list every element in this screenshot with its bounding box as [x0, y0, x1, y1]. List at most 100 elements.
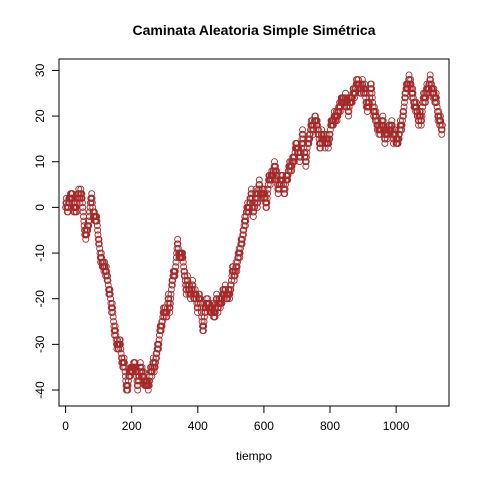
data-point	[388, 117, 396, 125]
data-point	[106, 290, 114, 298]
y-tick-label: 30	[33, 63, 47, 77]
data-point	[112, 327, 119, 335]
data-point	[394, 140, 402, 147]
data-point	[370, 103, 378, 111]
data-point	[150, 368, 158, 376]
data-point	[104, 276, 112, 284]
data-point	[138, 363, 146, 371]
data-point	[124, 377, 132, 385]
data-point	[231, 272, 239, 280]
data-point	[379, 112, 387, 120]
data-point	[367, 80, 375, 88]
data-point	[300, 140, 308, 147]
y-tick-label: -20	[33, 290, 47, 308]
data-point	[351, 94, 358, 102]
data-point	[422, 98, 429, 106]
data-point	[288, 167, 296, 175]
data-point	[88, 199, 96, 207]
data-point	[166, 299, 174, 307]
data-point	[168, 281, 176, 289]
data-point	[204, 295, 212, 303]
data-point	[299, 130, 307, 138]
data-point	[284, 176, 292, 184]
data-point	[194, 308, 201, 316]
data-point	[89, 203, 97, 211]
data-point	[240, 226, 248, 234]
data-point	[93, 222, 101, 230]
data-point	[438, 121, 446, 129]
data-point	[242, 217, 250, 225]
data-point	[109, 313, 117, 321]
data-point	[426, 71, 434, 79]
data-point	[253, 203, 261, 211]
data-point	[436, 112, 444, 120]
data-point	[401, 94, 409, 102]
data-point	[250, 208, 258, 216]
data-point	[136, 359, 144, 367]
data-point	[342, 89, 349, 97]
data-point	[184, 272, 192, 280]
data-point	[124, 382, 132, 389]
data-point	[200, 322, 208, 330]
data-point	[248, 190, 256, 198]
y-tick-label: 0	[33, 204, 47, 211]
data-point	[117, 345, 125, 353]
data-point	[432, 89, 440, 97]
data-point	[79, 203, 87, 211]
data-points	[62, 71, 446, 394]
data-point	[196, 290, 203, 298]
data-point	[94, 231, 102, 239]
data-point	[336, 108, 344, 115]
data-point	[97, 249, 105, 257]
data-point	[303, 153, 310, 161]
data-point	[438, 126, 446, 134]
data-point	[368, 85, 376, 93]
data-point	[172, 263, 180, 271]
data-point	[83, 231, 91, 239]
data-point	[239, 231, 247, 239]
data-point	[94, 226, 102, 234]
data-point	[264, 190, 271, 198]
data-point	[314, 121, 321, 129]
y-tick-label: 10	[33, 155, 47, 169]
data-point	[109, 308, 117, 316]
data-point	[241, 222, 249, 230]
data-point	[103, 267, 111, 275]
data-point	[245, 208, 253, 216]
data-point	[249, 213, 257, 220]
data-point	[155, 336, 163, 344]
data-point	[333, 117, 341, 125]
data-point	[412, 98, 420, 106]
data-point	[107, 295, 115, 303]
data-point	[263, 203, 271, 211]
data-point	[158, 322, 166, 330]
data-point	[78, 190, 86, 198]
y-tick-label: -10	[33, 244, 47, 262]
data-point	[290, 158, 298, 166]
data-point	[368, 89, 376, 97]
data-point	[236, 254, 244, 262]
data-point	[263, 199, 271, 207]
data-point	[155, 340, 163, 348]
data-point	[174, 235, 182, 243]
data-point	[302, 162, 310, 170]
data-point	[77, 185, 85, 193]
data-point	[134, 382, 142, 389]
data-point	[106, 286, 114, 294]
data-point	[155, 345, 162, 353]
data-point	[134, 386, 142, 394]
data-point	[120, 359, 128, 367]
data-point	[306, 135, 314, 143]
data-point	[303, 144, 311, 152]
data-point	[95, 235, 103, 243]
x-tick-label: 1000	[383, 419, 410, 433]
data-point	[85, 222, 93, 230]
data-point	[432, 94, 440, 102]
data-point	[365, 103, 373, 111]
data-point	[417, 121, 425, 129]
data-point	[369, 98, 377, 106]
data-point	[167, 290, 175, 298]
data-point	[345, 112, 352, 120]
data-point	[255, 176, 263, 184]
data-point	[433, 98, 441, 106]
